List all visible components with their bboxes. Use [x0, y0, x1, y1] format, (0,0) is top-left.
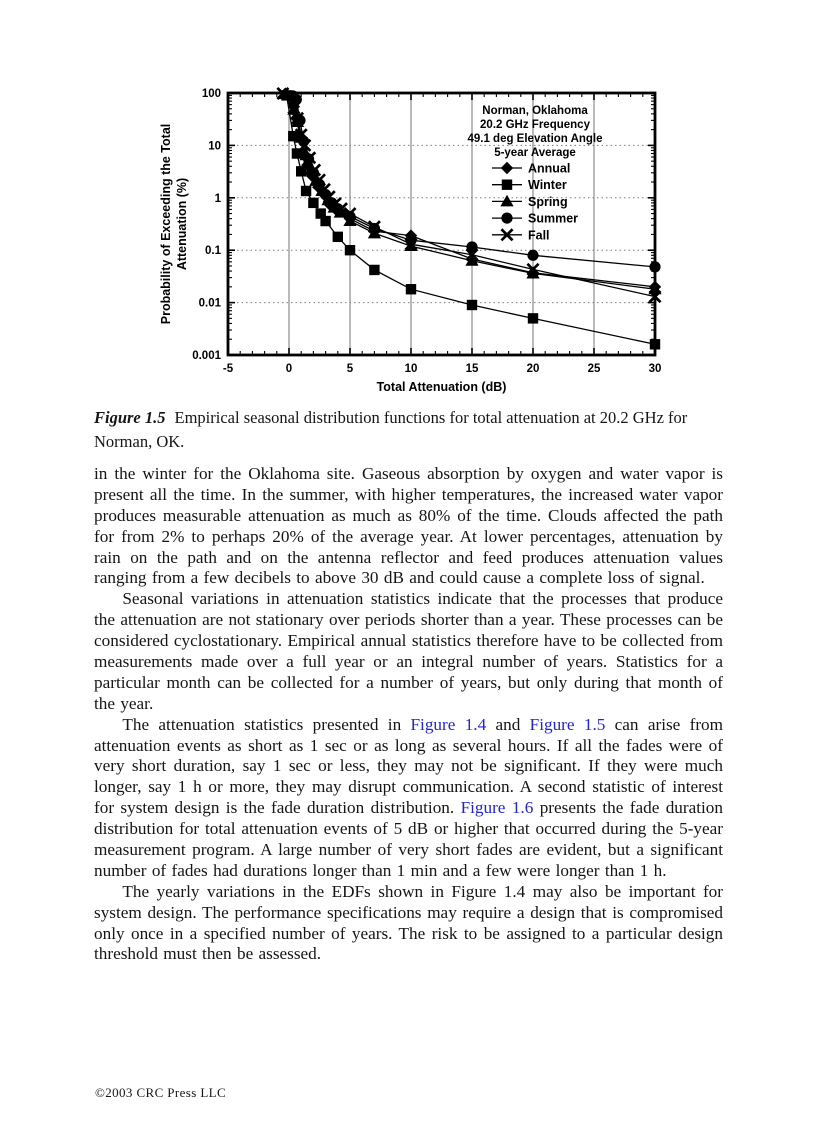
svg-text:5: 5 [347, 363, 354, 375]
svg-text:Summer: Summer [528, 212, 578, 226]
svg-text:10: 10 [208, 140, 221, 152]
svg-text:Total Attenuation (dB): Total Attenuation (dB) [377, 380, 507, 394]
svg-text:Norman, Oklahoma: Norman, Oklahoma [482, 105, 588, 117]
y-axis-title: Probability of Exceeding the Total Attenu… [159, 124, 189, 325]
svg-text:100: 100 [202, 88, 221, 100]
copyright-footer: ©2003 CRC Press LLC [95, 1085, 227, 1100]
svg-text:15: 15 [466, 363, 479, 375]
legend: Norman, Oklahoma 20.2 GHz Frequency 49.1 d… [467, 105, 602, 242]
body-text: in the winter for the Oklahoma site. Gas… [94, 464, 723, 965]
svg-text:Spring: Spring [528, 195, 568, 209]
paragraph: The yearly variations in the EDFs shown … [94, 881, 723, 964]
paragraph: The attenuation statistics presented in … [94, 714, 724, 880]
x-tick-labels: -5 0 5 10 15 20 25 30 [223, 363, 662, 375]
figure-caption-label: Figure 1.5 [94, 408, 166, 427]
axis-ticks [227, 92, 656, 356]
svg-text:Probability of Exceeding the T: Probability of Exceeding the Total [159, 124, 173, 325]
svg-text:30: 30 [649, 363, 662, 375]
svg-text:5-year Average: 5-year Average [494, 147, 576, 159]
attenuation-distribution-plot: -5 0 5 10 15 20 25 30 100 10 1 0.1 0.01 0.001 Total At… [159, 86, 662, 394]
svg-text:0: 0 [286, 363, 292, 375]
svg-text:20.2 GHz Frequency: 20.2 GHz Frequency [480, 119, 591, 131]
figure-caption: Figure 1.5 Empirical seasonal distributio… [94, 406, 724, 454]
svg-text:25: 25 [588, 363, 601, 375]
paragraph: Seasonal variations in attenuation stati… [94, 589, 723, 713]
svg-text:10: 10 [405, 363, 418, 375]
svg-text:Winter: Winter [528, 178, 567, 192]
svg-text:49.1 deg Elevation Angle: 49.1 deg Elevation Angle [467, 133, 602, 145]
x-axis-title: Total Attenuation (dB) [377, 380, 507, 394]
figure-caption-text: Empirical seasonal distribution function… [94, 408, 688, 451]
svg-text:1: 1 [215, 193, 222, 205]
svg-text:-5: -5 [223, 363, 234, 375]
figure-link[interactable]: Figure 1.5 [529, 714, 606, 734]
figure-link[interactable]: Figure 1.4 [410, 714, 487, 734]
svg-text:Fall: Fall [528, 228, 550, 242]
svg-text:0.001: 0.001 [192, 350, 221, 362]
svg-text:20: 20 [527, 363, 540, 375]
legend-item-summer: Summer [492, 212, 578, 226]
svg-text:Annual: Annual [528, 162, 570, 176]
legend-item-winter: Winter [492, 178, 567, 192]
figure-chart: -5 0 5 10 15 20 25 30 100 10 1 0.1 0.01 0.001 Total At… [140, 80, 720, 402]
y-tick-labels: 100 10 1 0.1 0.01 0.001 [192, 88, 221, 362]
legend-item-fall: Fall [492, 228, 550, 242]
svg-text:0.01: 0.01 [199, 298, 222, 310]
paragraph: in the winter for the Oklahoma site. Gas… [94, 464, 723, 588]
svg-text:Attenuation (%): Attenuation (%) [175, 178, 189, 270]
svg-text:0.1: 0.1 [205, 245, 222, 257]
figure-link[interactable]: Figure 1.6 [460, 798, 534, 818]
legend-item-spring: Spring [492, 194, 568, 209]
